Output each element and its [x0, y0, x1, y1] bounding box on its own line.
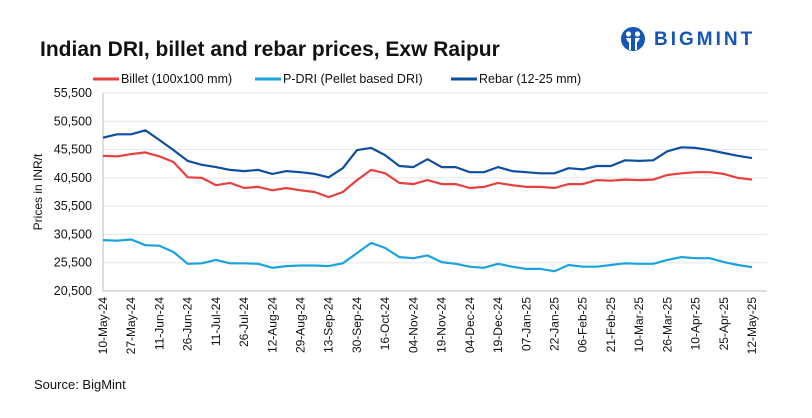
- x-tick-label: 25-Apr-25: [717, 297, 731, 351]
- x-tick-label: 12-Aug-24: [265, 297, 279, 353]
- y-tick-label: 20,500: [54, 284, 92, 298]
- legend-label: Rebar (12-25 mm): [479, 72, 581, 86]
- series-line-2: [102, 129, 753, 179]
- x-tick-label: 26-Jun-24: [181, 297, 195, 351]
- x-tick-label: 10-May-24: [96, 297, 110, 355]
- gridlines: [102, 92, 767, 292]
- x-tick-label: 21-Feb-25: [604, 297, 618, 353]
- x-tick-label: 30-Sep-24: [350, 297, 364, 353]
- x-tick-label: 10-Mar-25: [632, 297, 646, 353]
- legend-label: P-DRI (Pellet based DRI): [283, 72, 423, 86]
- series-lines: [102, 129, 753, 273]
- y-tick-label: 35,500: [54, 199, 92, 213]
- y-axis-label: Prices in INR/t: [31, 153, 45, 230]
- x-tick-label: 06-Feb-25: [576, 297, 590, 353]
- x-tick-label: 19-Dec-24: [491, 297, 505, 353]
- y-tick-label: 55,500: [54, 86, 92, 100]
- x-tick-label: 29-Aug-24: [294, 297, 308, 353]
- x-tick-label: 04-Dec-24: [463, 297, 477, 353]
- line-chart: Billet (100x100 mm) P-DRI (Pellet based D…: [31, 72, 767, 355]
- series-line-0: [102, 151, 753, 199]
- x-tick-label: 11-Jun-24: [152, 297, 166, 350]
- y-tick-label: 40,500: [54, 171, 92, 185]
- x-tick-label: 10-Apr-25: [689, 297, 703, 351]
- y-tick-label: 45,500: [54, 143, 92, 157]
- x-tick-label: 11-Jul-24: [209, 297, 223, 346]
- x-tick-label: 22-Jan-25: [547, 297, 561, 351]
- y-tick-label: 50,500: [54, 114, 92, 128]
- x-tick-label: 26-Jul-24: [237, 297, 251, 347]
- y-tick-label: 25,500: [54, 256, 92, 270]
- bigmint-logo: BIGMINT: [620, 26, 755, 54]
- x-tick-label: 04-Nov-24: [406, 297, 420, 353]
- y-tick-label: 30,500: [54, 227, 92, 241]
- source-note: Source: BigMint: [34, 377, 126, 392]
- x-tick-label: 19-Nov-24: [435, 297, 449, 353]
- x-tick-label: 26-Mar-25: [660, 297, 674, 353]
- legend: Billet (100x100 mm) P-DRI (Pellet based D…: [93, 72, 581, 86]
- x-tick-label: 27-May-24: [124, 297, 138, 355]
- x-tick-label: 12-May-25: [745, 297, 759, 355]
- x-tick-label: 16-Oct-24: [378, 297, 392, 351]
- legend-label: Billet (100x100 mm): [121, 72, 232, 86]
- x-axis-ticks: 10-May-24 27-May-24 11-Jun-24 26-Jun-24 11-J…: [96, 297, 759, 355]
- series-line-1: [102, 238, 753, 273]
- chart-title: Indian DRI, billet and rebar prices, Exw…: [40, 38, 500, 61]
- bigmint-logo-icon: [621, 27, 645, 51]
- x-tick-label: 13-Sep-24: [322, 297, 336, 353]
- y-axis-ticks: 55,500 50,500 45,500 40,500 35,500 30,500 25,5…: [54, 86, 92, 298]
- bigmint-logo-text: BIGMINT: [654, 29, 756, 50]
- x-tick-label: 07-Jan-25: [519, 297, 533, 351]
